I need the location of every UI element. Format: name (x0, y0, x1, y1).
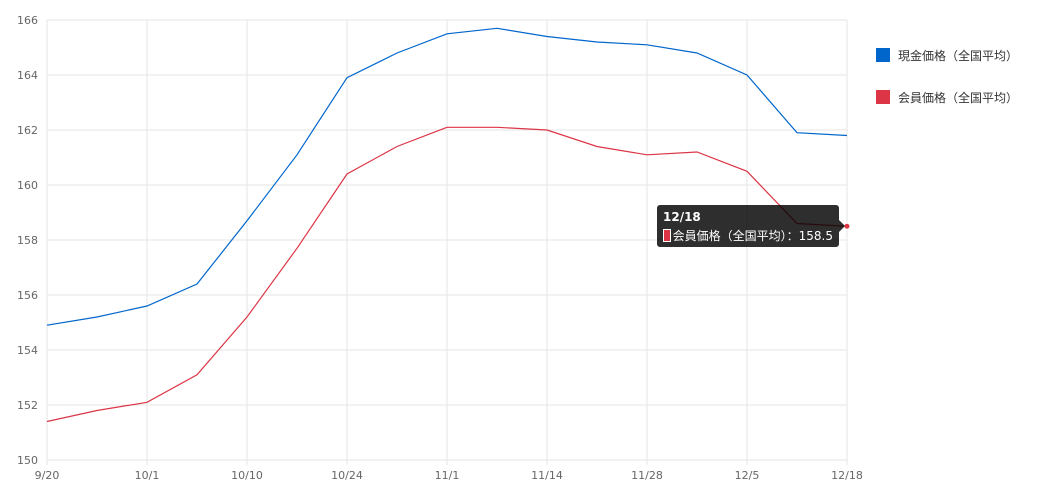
y-tick-label: 154 (17, 344, 38, 357)
grid-layer (46, 19, 848, 465)
x-tick-label: 9/20 (35, 469, 60, 482)
y-tick-label: 150 (17, 454, 38, 467)
tooltip-title: 12/18 (663, 210, 701, 224)
x-tick-label: 11/28 (631, 469, 663, 482)
x-tick-label: 10/10 (231, 469, 263, 482)
y-tick-label: 160 (17, 179, 38, 192)
series-layer (46, 27, 848, 423)
legend-item-cash[interactable]: 現金価格（全国平均） (876, 46, 1018, 64)
series-line-member (46, 126, 848, 423)
tooltip-label: 会員価格（全国平均）：158.5 (672, 229, 833, 243)
x-tick-label: 10/1 (135, 469, 160, 482)
legend-item-member[interactable]: 会員価格（全国平均） (876, 88, 1018, 106)
y-tick-label: 158 (17, 234, 38, 247)
y-tick-label: 162 (17, 124, 38, 137)
y-tick-label: 164 (17, 69, 38, 82)
x-tick-label: 11/1 (435, 469, 460, 482)
tooltip: 12/18 会員価格（全国平均）：158.5 (657, 205, 845, 247)
legend-swatch-cash (876, 48, 890, 62)
x-tick-label: 12/5 (735, 469, 760, 482)
y-tick-label: 152 (17, 399, 38, 412)
x-tick-label: 12/18 (831, 469, 863, 482)
y-tick-label: 156 (17, 289, 38, 302)
series-line-cash (46, 27, 848, 326)
y-tick-label: 166 (17, 14, 38, 27)
tooltip-swatch (663, 229, 671, 242)
legend-swatch-member (876, 90, 890, 104)
legend-label-cash: 現金価格（全国平均） (898, 48, 1019, 63)
legend: 現金価格（全国平均） 会員価格（全国平均） (876, 46, 1018, 130)
legend-label-member: 会員価格（全国平均） (898, 90, 1019, 105)
tooltip-line: 会員価格（全国平均）：158.5 (663, 227, 833, 244)
x-tick-label: 11/14 (531, 469, 563, 482)
x-tick-label: 10/24 (331, 469, 363, 482)
tick-layer: 150 152 154 156 158 160 162 164 166 9/20 10/1 10/10… (17, 14, 863, 482)
